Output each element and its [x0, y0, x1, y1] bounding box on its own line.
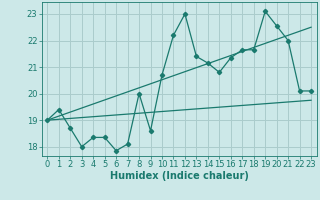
- X-axis label: Humidex (Indice chaleur): Humidex (Indice chaleur): [110, 171, 249, 181]
